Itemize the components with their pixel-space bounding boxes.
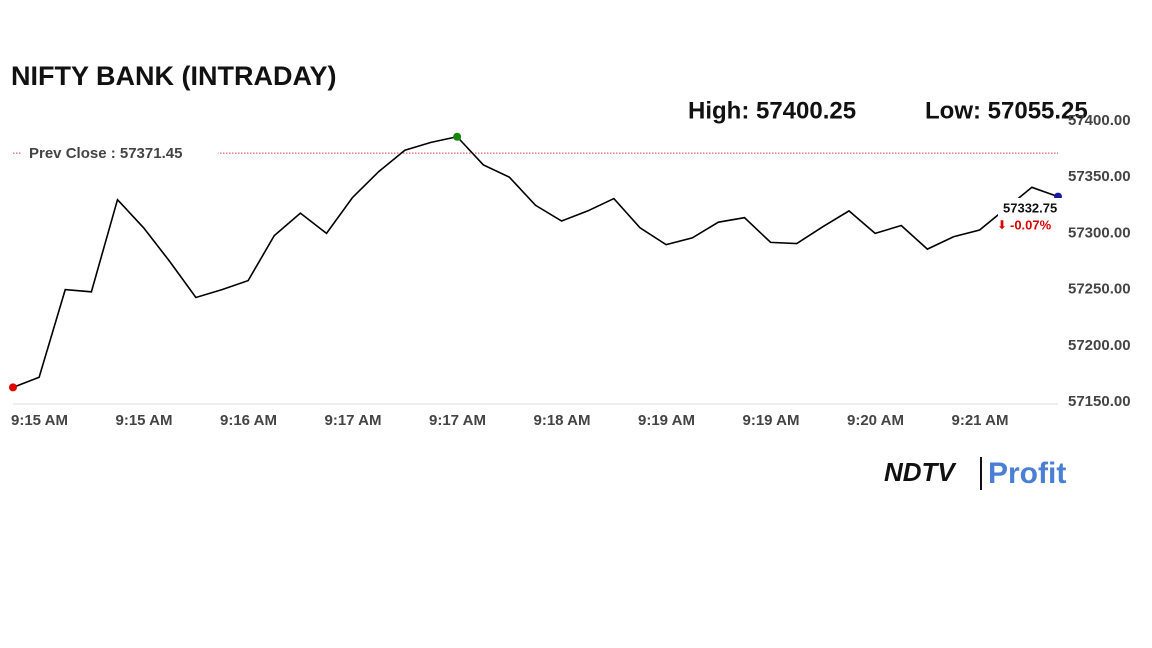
price-line <box>12 135 1059 389</box>
x-tick-label: 9:21 AM <box>952 412 1009 429</box>
x-tick-label: 9:15 AM <box>11 412 68 429</box>
x-tick-label: 9:19 AM <box>638 412 695 429</box>
x-tick-label: 9:15 AM <box>116 412 173 429</box>
change-label: -0.07% <box>1010 217 1052 232</box>
x-tick-label: 9:19 AM <box>743 412 800 429</box>
x-tick-label: 9:17 AM <box>325 412 382 429</box>
x-tick-label: 9:16 AM <box>220 412 277 429</box>
logo-right: Profit <box>988 457 1066 490</box>
chart-title: NIFTY BANK (INTRADAY) <box>11 61 337 91</box>
y-tick-label: 57400.00 <box>1068 112 1131 129</box>
high-label: High: 57400.25 <box>688 97 856 124</box>
y-tick-label: 57250.00 <box>1068 281 1131 298</box>
y-tick-label: 57300.00 <box>1068 224 1131 241</box>
x-tick-label: 9:17 AM <box>429 412 486 429</box>
low-label: Low: 57055.25 <box>925 97 1088 124</box>
start-dot <box>9 383 17 392</box>
last-value-label: 57332.75 <box>1003 200 1057 215</box>
down-arrow: ⬇ <box>997 218 1007 232</box>
last-label-bg <box>998 198 1068 218</box>
prev-close-bg <box>22 143 218 164</box>
x-tick-label: 9:20 AM <box>847 412 904 429</box>
x-tick-label: 9:18 AM <box>534 412 591 429</box>
y-tick-label: 57150.00 <box>1068 393 1131 410</box>
prev-close-label: Prev Close : 57371.45 <box>29 145 182 162</box>
y-tick-label: 57200.00 <box>1068 337 1131 354</box>
logo-left: NDTV <box>884 457 957 487</box>
y-tick-label: 57350.00 <box>1068 168 1131 185</box>
high-dot <box>453 132 462 141</box>
